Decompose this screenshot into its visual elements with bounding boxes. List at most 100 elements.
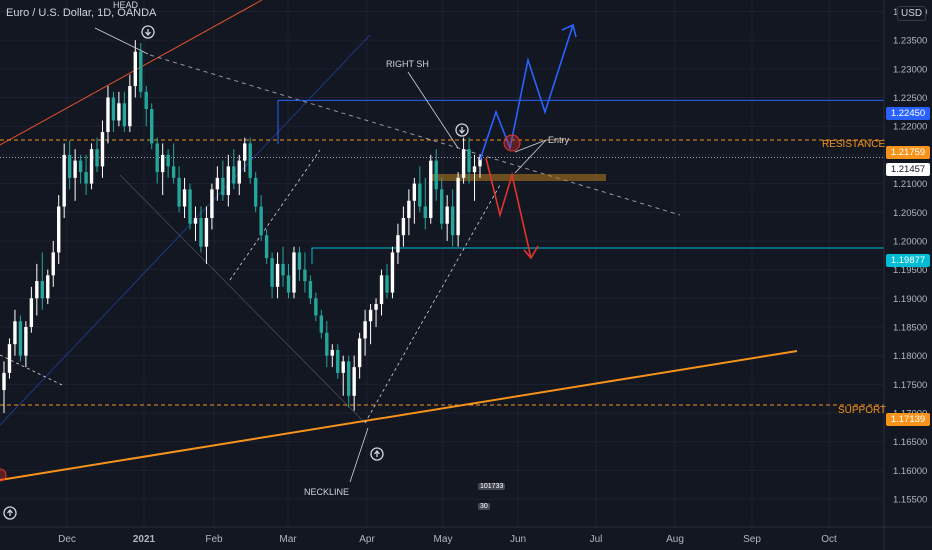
candle-body bbox=[396, 235, 400, 253]
candle-body bbox=[122, 103, 127, 127]
candle-body bbox=[160, 154, 165, 173]
resistance-label: RESISTANCE bbox=[822, 139, 886, 150]
candle-body bbox=[461, 149, 466, 178]
idea-badge-views[interactable]: 101733 bbox=[478, 483, 506, 490]
candle-body bbox=[336, 349, 340, 373]
price-tick-label: 1.20000 bbox=[893, 236, 927, 247]
annotation-head: HEAD bbox=[113, 0, 139, 10]
candle-body bbox=[111, 97, 116, 121]
price-tick-label: 1.16000 bbox=[893, 466, 927, 477]
event-marker-neckline-ring bbox=[370, 447, 384, 461]
candle-body bbox=[385, 275, 389, 293]
head-pointer-line bbox=[94, 27, 149, 55]
time-tick-label: Oct bbox=[821, 534, 837, 545]
candle-body bbox=[95, 149, 99, 167]
price-axis[interactable]: 1.240001.235001.230001.225001.220001.215… bbox=[883, 0, 927, 550]
left-shoulder-trend-line bbox=[229, 149, 321, 281]
candle-body bbox=[221, 177, 225, 196]
candle-body bbox=[472, 166, 477, 173]
candle-body bbox=[182, 189, 187, 207]
candle-body bbox=[35, 281, 39, 299]
support-trend-line bbox=[0, 350, 798, 481]
candle-body bbox=[445, 206, 449, 224]
candle-body bbox=[171, 166, 176, 178]
candle-body bbox=[450, 206, 455, 236]
candle-body bbox=[341, 361, 345, 373]
candle-body bbox=[199, 217, 203, 247]
candle-body bbox=[188, 189, 192, 224]
annotation-right-shoulder: RIGHT SH bbox=[386, 59, 429, 69]
candle-body bbox=[67, 154, 72, 178]
candle-body bbox=[401, 217, 406, 236]
candle-body bbox=[57, 206, 61, 253]
candle-body bbox=[51, 252, 55, 276]
candle-body bbox=[429, 160, 433, 218]
neckline-pointer-line bbox=[349, 427, 369, 483]
candle-body bbox=[264, 235, 269, 259]
chart-title: Euro / U.S. Dollar, 1D, OANDA bbox=[6, 7, 157, 19]
currency-label[interactable]: USD bbox=[897, 6, 927, 21]
candle-body bbox=[259, 206, 263, 236]
channel-line-red bbox=[0, 0, 263, 146]
candle-body bbox=[29, 298, 34, 327]
candle-body bbox=[243, 143, 247, 161]
entry-marker-circle bbox=[503, 134, 521, 152]
candle-body bbox=[275, 263, 280, 287]
candlestick-series bbox=[2, 40, 482, 414]
candle-body bbox=[106, 97, 110, 132]
candle-body bbox=[357, 338, 362, 368]
time-tick-label: Aug bbox=[666, 534, 684, 545]
candle-body bbox=[292, 252, 296, 293]
time-tick-label: 2021 bbox=[133, 534, 156, 545]
candle-body bbox=[248, 143, 252, 178]
candle-body bbox=[166, 154, 170, 167]
event-marker-neckline-arrow bbox=[374, 449, 380, 457]
candle-body bbox=[467, 149, 471, 173]
entry-pointer-line bbox=[514, 139, 547, 174]
candle-body bbox=[319, 315, 324, 333]
event-marker-head-arrow bbox=[145, 29, 151, 37]
right-shoulder-pointer-line bbox=[407, 71, 459, 149]
candle-body bbox=[423, 206, 427, 218]
time-tick-label: May bbox=[434, 534, 453, 545]
candle-body bbox=[314, 298, 318, 316]
candle-body bbox=[89, 149, 94, 184]
bullish-arrow-head bbox=[561, 23, 577, 38]
idea-badge-comments[interactable]: 30 bbox=[478, 503, 490, 510]
candle-body bbox=[390, 252, 395, 293]
price-tick-label: 1.19500 bbox=[893, 265, 927, 276]
price-tick-label: 1.22000 bbox=[893, 122, 927, 133]
candle-body bbox=[84, 172, 88, 184]
candle-body bbox=[303, 269, 307, 282]
projection-layer bbox=[0, 23, 577, 520]
event-marker-left-arrow bbox=[7, 508, 13, 516]
price-label-target: 1.22450 bbox=[886, 107, 930, 120]
price-tick-label: 1.22500 bbox=[893, 93, 927, 104]
candle-body bbox=[363, 321, 367, 339]
time-axis[interactable]: Dec 2021 Feb Mar Apr May Jun Jul Aug Sep Oct bbox=[0, 526, 932, 545]
candle-body bbox=[352, 367, 356, 396]
candle-body bbox=[330, 349, 334, 356]
candle-body bbox=[434, 160, 438, 190]
candle-body bbox=[253, 177, 258, 207]
bearish-projection-path bbox=[485, 157, 532, 259]
candle-body bbox=[46, 275, 50, 299]
grid-lines bbox=[0, 0, 884, 527]
candle-body bbox=[379, 275, 384, 305]
candle-body bbox=[7, 344, 12, 373]
candle-body bbox=[325, 332, 329, 356]
candle-body bbox=[286, 275, 291, 293]
candle-body bbox=[62, 154, 66, 207]
candle-body bbox=[440, 189, 444, 224]
candle-body bbox=[40, 281, 44, 299]
candle-body bbox=[2, 372, 6, 391]
candle-body bbox=[368, 309, 373, 322]
entry-zone-box bbox=[432, 174, 606, 181]
candle-body bbox=[128, 86, 132, 127]
price-label-support: 1.17139 bbox=[886, 413, 930, 426]
event-marker-left-ring bbox=[3, 506, 17, 520]
annotation-entry: Entry bbox=[548, 135, 570, 145]
candle-body bbox=[478, 157, 482, 167]
